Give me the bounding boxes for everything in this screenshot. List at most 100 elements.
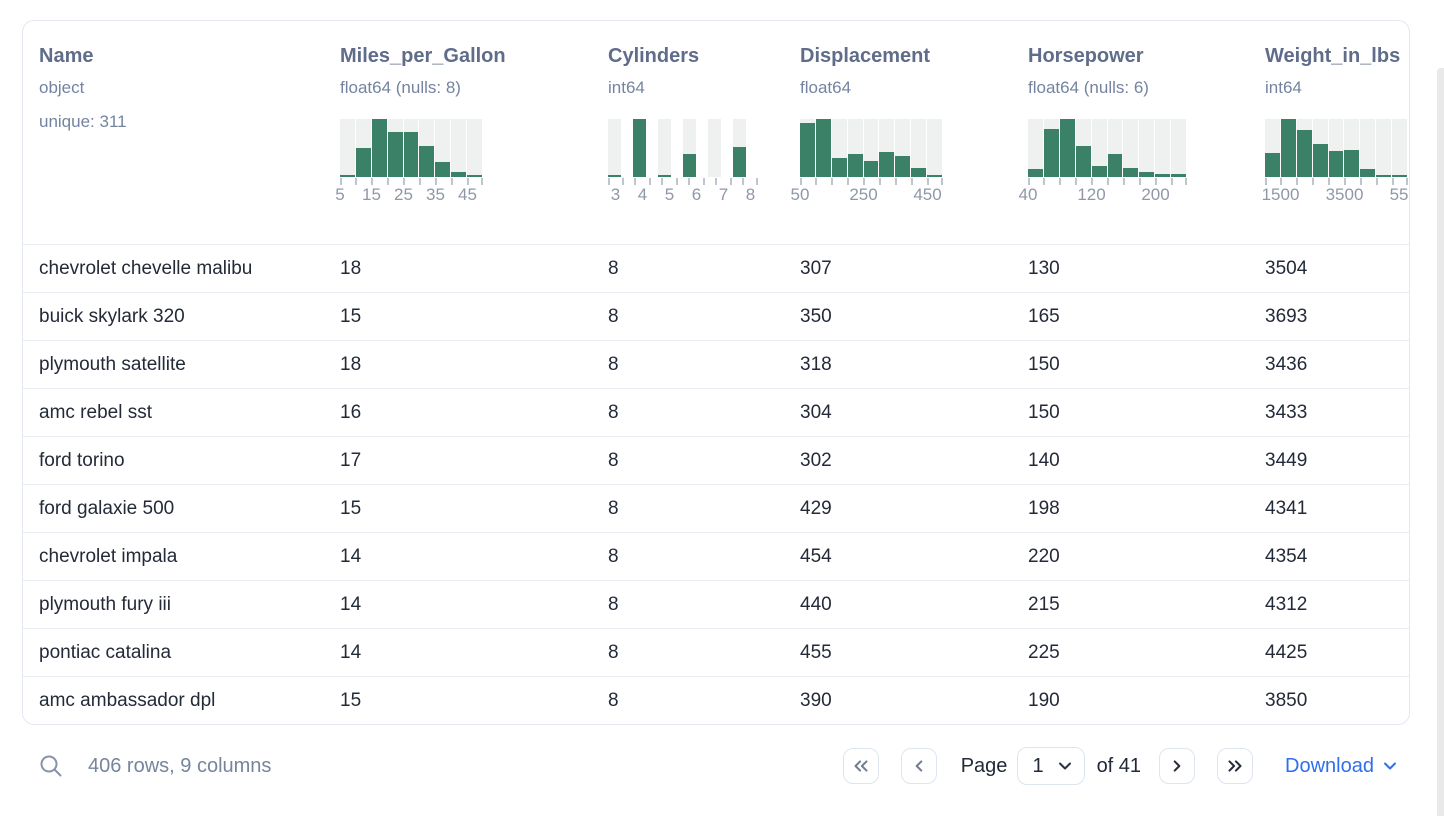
histogram-bar <box>847 154 863 177</box>
histogram-Miles_per_Gallon[interactable]: 5 15 25 35 45 <box>335 119 483 207</box>
histogram-Horsepower[interactable]: 40 120 200 <box>1019 119 1187 207</box>
histogram-bar <box>1265 153 1280 177</box>
cell-value: 18 <box>340 257 362 279</box>
axis-tick-label: 450 <box>913 185 942 204</box>
page-select[interactable]: 1 <box>1017 747 1085 785</box>
cell-value: 16 <box>340 401 362 423</box>
histogram-bar <box>895 156 911 177</box>
prev-page-button[interactable] <box>900 748 937 784</box>
axis-tick-label: 200 <box>1141 185 1170 204</box>
axis-tick-label: 25 <box>394 185 413 204</box>
histogram-bar <box>1171 174 1187 177</box>
first-page-button[interactable] <box>842 748 879 784</box>
axis-tick <box>1296 178 1298 185</box>
axis-tick <box>800 178 802 185</box>
column-header-Name[interactable]: Name object unique: 311 <box>39 43 340 244</box>
histogram-bin <box>1360 119 1376 177</box>
cell-value: 440 <box>800 593 832 615</box>
right-edge-scrollbar[interactable] <box>1437 68 1444 816</box>
histogram-bar <box>1344 150 1360 177</box>
column-header-Displacement[interactable]: Displacement float64 50 250 450 <box>791 43 1028 244</box>
column-header-Cylinders[interactable]: Cylinders int64 3 4 5 6 7 8 <box>608 43 800 244</box>
histogram-bin <box>371 119 387 177</box>
histogram-bar <box>1091 166 1107 177</box>
histogram-bin <box>1280 119 1296 177</box>
axis-tick <box>1376 178 1378 185</box>
table-row: buick skylark 320 15 8 350 165 3693 <box>23 292 1409 340</box>
table-row: pontiac catalina 14 8 455 225 4425 <box>23 628 1409 676</box>
axis-tick-label: 5 <box>664 185 675 204</box>
axis-tick <box>1043 178 1045 185</box>
cell-value: 150 <box>1028 401 1060 423</box>
table-row: plymouth fury iii 14 8 440 215 4312 <box>23 580 1409 628</box>
histogram-bar <box>1376 175 1392 177</box>
column-dtype: float64 <box>800 78 852 97</box>
table-footer: 406 rows, 9 columns Page 1 of 41 <box>22 742 1410 790</box>
histogram-bins <box>1028 119 1187 177</box>
cell-value: 8 <box>608 449 619 471</box>
axis-tick-label: 4 <box>637 185 648 204</box>
cell-value: 4425 <box>1265 641 1308 663</box>
histogram-bar <box>355 148 371 177</box>
column-name: Horsepower <box>1028 45 1144 67</box>
axis-tick <box>634 178 636 185</box>
histogram-bin <box>1107 119 1123 177</box>
cell-value: 304 <box>800 401 832 423</box>
histogram-bin <box>1344 119 1360 177</box>
column-dtype: int64 <box>1265 78 1302 97</box>
axis-tick <box>1392 178 1394 185</box>
column-header-Weight_in_lbs[interactable]: Weight_in_lbs int64 1500 3500 5500 <box>1262 43 1409 244</box>
axis-tick <box>1028 178 1030 185</box>
histogram-bin <box>815 119 831 177</box>
axis-tick <box>1091 178 1093 185</box>
search-icon[interactable] <box>38 753 64 779</box>
last-page-button[interactable] <box>1217 748 1254 784</box>
cell-value: 3433 <box>1265 401 1308 423</box>
axis-tick-label: 35 <box>426 185 445 204</box>
download-button[interactable]: Download <box>1285 755 1398 778</box>
histogram-bin <box>1376 119 1392 177</box>
next-page-button[interactable] <box>1159 748 1196 784</box>
histogram-bin <box>435 119 451 177</box>
axis-tick-label: 45 <box>458 185 477 204</box>
histogram-bin <box>895 119 911 177</box>
table-header: Name object unique: 311 Miles_per_Gallon flo… <box>23 21 1409 244</box>
histogram-bar <box>815 119 831 177</box>
cell-value: 150 <box>1028 353 1060 375</box>
axis-tick <box>340 178 342 185</box>
column-header-Miles_per_Gallon[interactable]: Miles_per_Gallon float64 (nulls: 8) 5 15 25 3… <box>335 43 608 244</box>
histogram-bar <box>863 161 879 177</box>
axis-tick <box>863 178 865 185</box>
table-row: amc rebel sst 16 8 304 150 3433 <box>23 388 1409 436</box>
cell-value: 8 <box>608 257 619 279</box>
cell-value: 190 <box>1028 689 1060 711</box>
histogram-Weight_in_lbs[interactable]: 1500 3500 5500 <box>1262 119 1409 207</box>
cell-value: 302 <box>800 449 832 471</box>
page-total-label: of 41 <box>1096 754 1142 777</box>
axis-tick <box>927 178 929 185</box>
histogram-bar <box>1123 168 1139 177</box>
axis-tick <box>387 178 389 185</box>
histogram-bin <box>1059 119 1075 177</box>
histogram-bar <box>1075 146 1091 177</box>
chevron-down-icon <box>1384 762 1396 770</box>
histogram-bin <box>1075 119 1091 177</box>
cell-value: 8 <box>608 497 619 519</box>
histogram-Displacement[interactable]: 50 250 450 <box>791 119 943 207</box>
axis-tick <box>1360 178 1362 185</box>
axis-tick-label: 250 <box>849 185 878 204</box>
histogram-bin <box>387 119 403 177</box>
cell-value: 17 <box>340 449 362 471</box>
histogram-bin <box>879 119 895 177</box>
cell-name: chevrolet chevelle malibu <box>39 257 253 279</box>
histogram-bin <box>1043 119 1059 177</box>
axis-tick <box>941 178 943 185</box>
histogram-bin <box>831 119 847 177</box>
column-header-Horsepower[interactable]: Horsepower float64 (nulls: 6) 40 120 200 <box>1019 43 1265 244</box>
histogram-bar <box>831 158 847 177</box>
histogram-bar <box>1360 169 1376 177</box>
cell-value: 307 <box>800 257 832 279</box>
histogram-bins <box>608 119 758 177</box>
column-dtype: float64 (nulls: 6) <box>1028 78 1149 97</box>
